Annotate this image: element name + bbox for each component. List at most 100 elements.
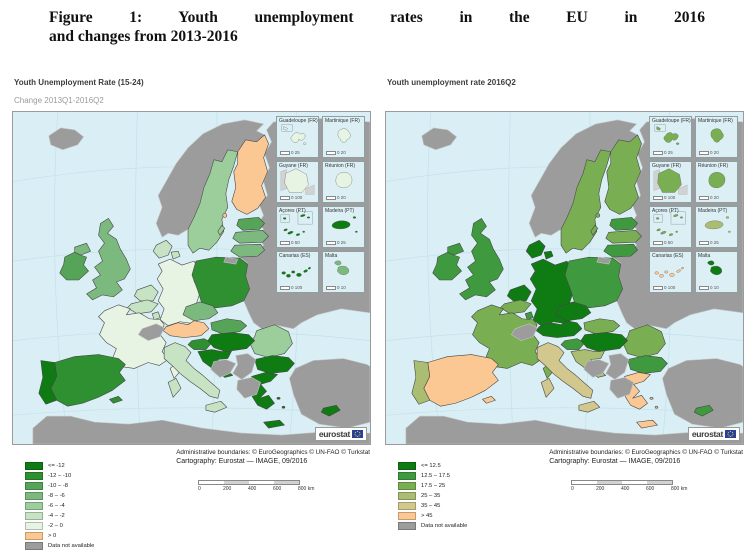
country-cz [182, 301, 219, 322]
inset-canarias: Canarias (ES) 0 100 [276, 251, 319, 293]
scale-bar: 0 200 400 600 800 km [571, 480, 691, 494]
country-lu [524, 311, 534, 321]
eurostat-logo-text: eurostat [691, 429, 723, 439]
country-ie [432, 251, 462, 281]
country-si [187, 338, 213, 350]
attribution-boundaries: Administrative boundaries: © EuroGeograp… [176, 449, 370, 456]
inset-label: Canarias (ES) [652, 253, 684, 259]
legend-label: -10 – -8 [48, 482, 68, 489]
scale-bar-ticks: 0 200 400 600 800 km [198, 486, 318, 494]
legend-swatch [25, 462, 43, 471]
island-gotland [590, 225, 599, 236]
inset-label: Malta [698, 253, 711, 259]
legend-label: -4 – -2 [48, 512, 65, 519]
legend-label: > 45 [421, 512, 433, 519]
country-lv [232, 229, 269, 244]
legend-row: -6 – -4 [25, 501, 94, 511]
inset-map-azores [653, 211, 686, 236]
inset-scale-bar: 0 25 [326, 240, 346, 245]
country-ch [137, 323, 165, 341]
legend-row: Data not available [25, 541, 95, 551]
legend-row: 25 – 35 [398, 491, 467, 501]
country-africa [405, 415, 743, 444]
attribution-cartography: Cartography: Eurostat — IMAGE, 09/2016 [549, 458, 681, 465]
inset-map-reunion [335, 172, 353, 188]
inset-scale-bar: 0 50 [653, 240, 673, 245]
eu-flag-icon [352, 430, 363, 438]
island-crete [636, 419, 658, 429]
island-balearics [482, 395, 496, 404]
island-aegean-2 [654, 405, 659, 409]
inset-scale-bar: 0 100 [280, 195, 302, 200]
legend-swatch [25, 531, 43, 541]
inset-map-azores [280, 211, 313, 236]
legend-label: 35 – 45 [421, 502, 441, 509]
inset-map-martinique [710, 128, 724, 143]
inset-scale-bar: 0 25 [280, 150, 300, 155]
country-sk [210, 318, 247, 334]
island-zealand [543, 250, 554, 260]
country-uk [459, 218, 504, 301]
legend-swatch [398, 491, 416, 501]
inset-scale-bar: 0 100 [653, 195, 675, 200]
eurostat-logo-text: eurostat [318, 429, 350, 439]
legend-row: -10 – -8 [25, 481, 94, 491]
inset-scale-bar: 0 50 [280, 240, 300, 245]
inset-map-canarias [281, 267, 311, 278]
legend-row: <= -12 [25, 462, 94, 471]
legend-swatch [398, 462, 416, 471]
country-se [560, 149, 612, 254]
scale-bar-line [198, 480, 300, 485]
legend-label: -8 – -6 [48, 492, 65, 499]
inset-guyane: Guyane (FR) 0 100 [276, 161, 319, 203]
legend-row: -12 – -10 [25, 471, 94, 481]
eurostat-logo: eurostat [687, 427, 740, 441]
legend-label: Data not available [48, 542, 95, 549]
country-is [421, 127, 457, 151]
inset-map-malta [334, 260, 349, 275]
inset-guyane: Guyane (FR) 0 100 [649, 161, 692, 203]
inset-map-reunion [708, 172, 726, 188]
legend-row: Data not available [398, 521, 468, 531]
country-cy [320, 404, 341, 417]
country-ba [210, 359, 237, 378]
country-tr [289, 358, 370, 429]
scale-tick-label: 0 [198, 486, 201, 492]
legend-row: -2 – 0 [25, 521, 94, 531]
country-fi [604, 134, 642, 215]
country-nl [134, 284, 159, 302]
legend-swatch [25, 491, 43, 501]
scale-tick-label: 800 km [298, 486, 315, 492]
legend-label: 12.5 – 17.5 [421, 472, 451, 479]
inset-scale-bar: 0 10 [326, 285, 346, 290]
inset-madeira: Madeira (PT) 0 25 [322, 206, 365, 248]
region-kaliningrad [223, 256, 239, 265]
country-nl [507, 284, 532, 302]
scale-bar: 0 200 400 600 800 km [198, 480, 318, 494]
inset-scale-bar: 0 20 [699, 195, 719, 200]
inset-malta: Malta 0 10 [322, 251, 365, 293]
map-canvas: Guadeloupe (FR) 0 25 Martinique (FR) 0 20 Gu… [385, 111, 744, 445]
inset-map-guadeloupe [281, 124, 307, 145]
map-canvas: Guadeloupe (FR) 0 25 Martinique (FR) 0 20 Gu… [12, 111, 371, 445]
legend-label: -12 – -10 [48, 472, 72, 479]
country-pl [564, 256, 623, 309]
legend-label: <= 12.5 [421, 462, 441, 469]
inset-map-madeira [331, 216, 358, 233]
legend-swatch [398, 471, 416, 481]
country-rs [232, 353, 256, 380]
country-sk [583, 318, 620, 334]
island-sardinia [540, 378, 555, 398]
legend-label: Data not available [421, 522, 468, 529]
legend-row: 17.5 – 25 [398, 481, 467, 491]
country-ee [609, 217, 638, 231]
legend-row: 35 – 45 [398, 501, 467, 511]
attribution-boundaries: Administrative boundaries: © EuroGeograp… [549, 449, 743, 456]
inset-scale-bar: 0 100 [280, 285, 302, 290]
country-se [187, 149, 239, 254]
inset-reunion: Réunion (FR) 0 20 [695, 161, 738, 203]
legend-row: <= 12.5 [398, 462, 467, 471]
inset-map-guyane [653, 168, 688, 195]
attribution: Administrative boundaries: © EuroGeograp… [549, 448, 743, 466]
legend-label: 17.5 – 25 [421, 482, 446, 489]
